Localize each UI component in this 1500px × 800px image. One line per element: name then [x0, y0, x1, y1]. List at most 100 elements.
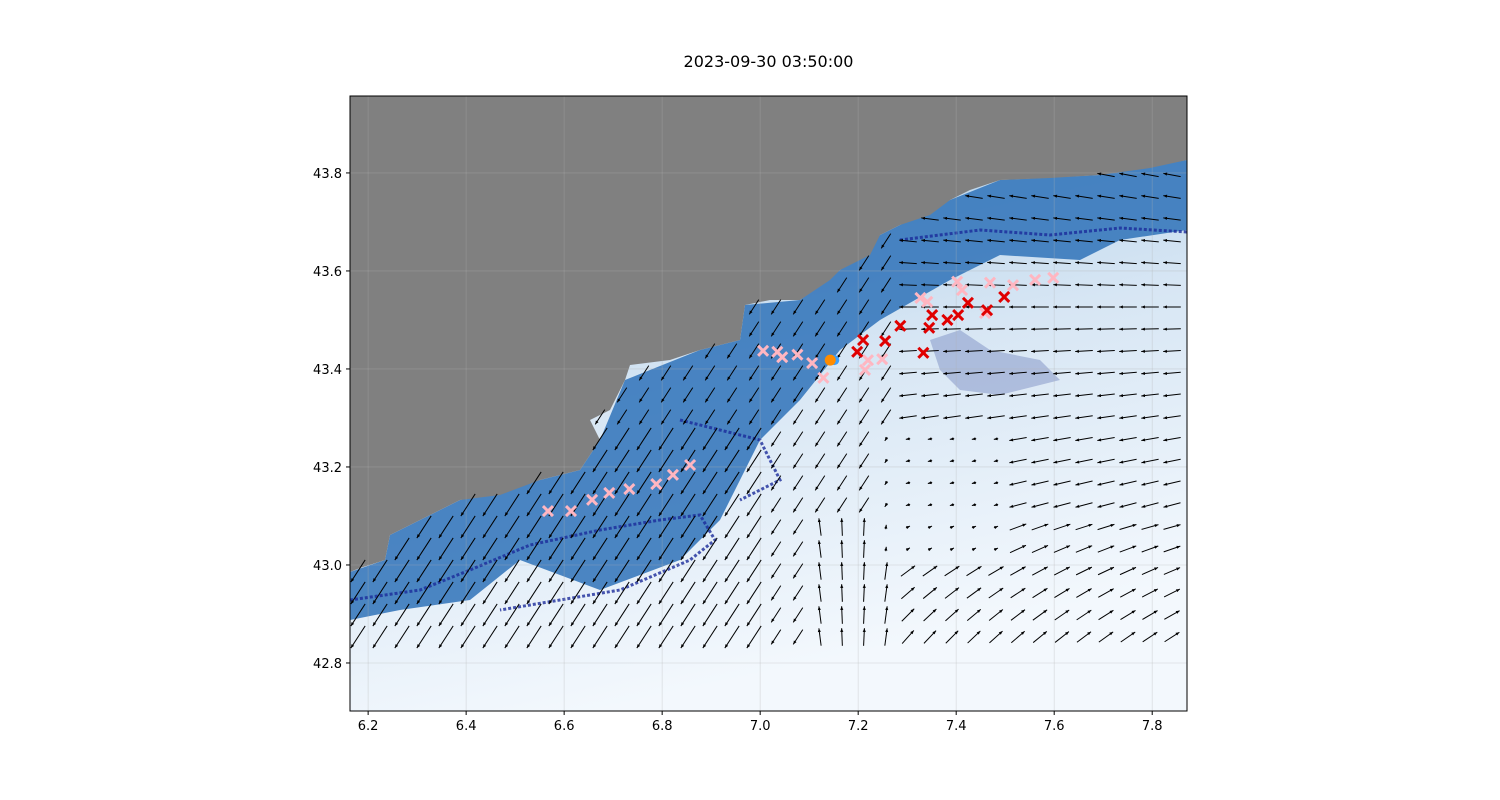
current-arrow	[1009, 544, 1027, 554]
current-arrow	[636, 559, 652, 583]
current-arrow	[526, 537, 542, 561]
current-arrow	[1075, 349, 1093, 353]
current-arrow	[748, 365, 760, 381]
current-arrow	[927, 459, 933, 463]
red-x-marker	[926, 308, 939, 322]
current-arrow	[350, 559, 366, 583]
current-arrow	[1097, 566, 1115, 576]
current-arrow	[592, 603, 608, 627]
current-arrow	[927, 503, 933, 507]
current-arrow	[1097, 458, 1115, 464]
current-arrow	[1119, 261, 1137, 265]
pink-x-marker	[541, 505, 555, 518]
current-arrow	[792, 453, 804, 469]
current-arrow	[987, 371, 1005, 375]
current-arrow	[993, 481, 999, 485]
current-arrow	[658, 581, 674, 605]
current-arrow	[1075, 194, 1093, 199]
current-arrow	[884, 502, 889, 508]
current-arrow	[858, 387, 870, 403]
current-arrow	[858, 497, 870, 513]
current-arrow	[1097, 371, 1115, 375]
current-arrow	[899, 283, 917, 287]
current-arrow	[658, 625, 674, 649]
current-arrow	[770, 299, 782, 315]
current-arrow	[1009, 480, 1027, 486]
current-arrow	[1098, 631, 1114, 643]
current-arrow	[1009, 523, 1027, 531]
current-arrow	[836, 409, 848, 425]
current-arrow	[1097, 194, 1115, 199]
current-arrow	[792, 541, 804, 557]
current-arrow	[702, 427, 718, 451]
current-arrow	[614, 493, 630, 517]
current-arrow	[944, 565, 960, 577]
current-arrow	[1097, 305, 1115, 309]
current-arrow	[460, 581, 476, 605]
red-x-marker	[894, 319, 907, 332]
current-arrow	[1031, 437, 1049, 442]
current-arrow	[922, 587, 938, 599]
current-arrow	[965, 283, 983, 287]
current-arrow	[817, 628, 822, 646]
current-arrow	[658, 515, 674, 539]
current-arrow	[638, 387, 650, 403]
current-arrow	[592, 537, 608, 561]
current-arrow	[770, 497, 782, 513]
bathymetry-contour	[350, 226, 1187, 612]
current-arrow	[746, 471, 762, 495]
current-arrow	[746, 449, 762, 473]
current-arrow	[724, 603, 740, 627]
current-arrow	[1141, 238, 1159, 243]
current-arrow	[921, 216, 939, 221]
current-arrow	[905, 547, 911, 552]
current-arrow	[1120, 631, 1136, 643]
current-arrow	[899, 393, 917, 398]
current-arrow	[704, 343, 716, 359]
current-arrow	[814, 453, 826, 469]
current-arrow	[770, 365, 782, 381]
current-arrow	[858, 475, 870, 491]
current-arrow	[438, 581, 454, 605]
y-tick-label: 42.8	[313, 657, 342, 672]
current-arrow	[1163, 502, 1181, 508]
deep-water-band	[350, 160, 1187, 620]
current-arrow	[836, 277, 848, 293]
axes-frame	[349, 95, 1188, 712]
current-arrow	[748, 321, 760, 337]
red-x-marker	[961, 296, 975, 309]
current-arrow	[1009, 305, 1027, 309]
current-arrow	[993, 459, 999, 463]
current-arrow	[1009, 371, 1027, 375]
current-arrow	[1119, 216, 1137, 221]
current-arrow	[548, 603, 564, 627]
current-arrow	[748, 387, 760, 403]
current-arrow	[814, 299, 826, 315]
current-arrow	[1163, 588, 1181, 598]
current-arrow	[526, 471, 542, 495]
current-arrow	[899, 261, 917, 265]
red-x-marker	[952, 308, 965, 322]
current-arrow	[792, 321, 804, 337]
pink-x-marker	[776, 351, 789, 364]
current-arrow	[901, 630, 915, 644]
current-arrow	[746, 581, 762, 605]
x-tick-label: 7.4	[946, 719, 967, 734]
current-arrow	[884, 458, 889, 464]
current-arrow	[614, 581, 630, 605]
current-arrow	[748, 409, 760, 425]
pink-x-marker	[666, 468, 680, 481]
current-arrow	[746, 559, 762, 583]
current-arrow	[548, 559, 564, 583]
red-x-marker	[998, 290, 1011, 303]
x-tick-label: 7.8	[1142, 719, 1163, 734]
current-arrow	[1054, 588, 1070, 598]
current-arrow	[1141, 588, 1159, 598]
red-x-marker	[857, 333, 870, 347]
current-arrow	[966, 608, 982, 622]
current-arrow	[636, 427, 652, 451]
current-arrow	[614, 515, 630, 539]
current-arrow	[1119, 349, 1137, 353]
current-arrow	[987, 238, 1005, 243]
current-arrow	[680, 537, 696, 561]
